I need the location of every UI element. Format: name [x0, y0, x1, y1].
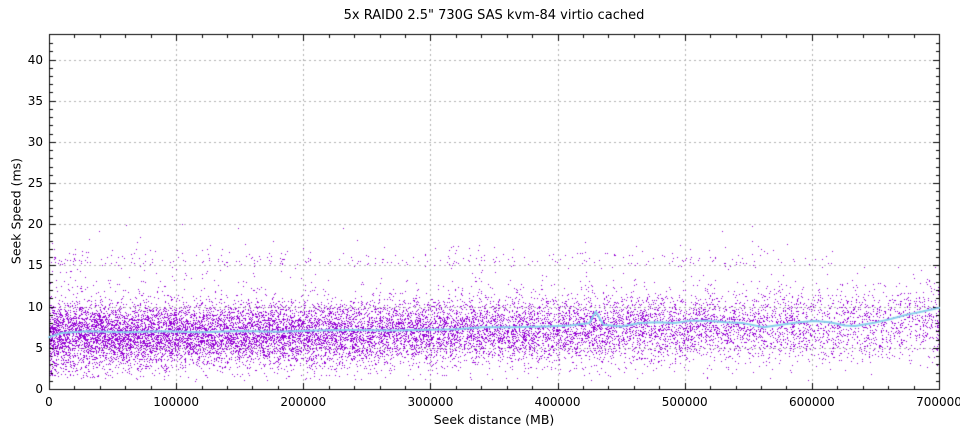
y-tick-label: 10	[27, 299, 43, 314]
y-tick-label: 5	[35, 340, 43, 355]
x-tick-label: 500000	[661, 395, 708, 409]
x-axis-title: Seek distance (MB)	[433, 412, 555, 427]
y-tick-label: 20	[27, 217, 43, 232]
x-tick-label: 300000	[407, 395, 454, 409]
y-tick-label: 0	[35, 382, 43, 396]
x-tick-label: 100000	[153, 395, 200, 409]
chart-title: 5x RAID0 2.5" 730G SAS kvm-84 virtio cac…	[343, 8, 645, 23]
y-tick-label: 25	[27, 176, 43, 191]
x-tick-label: 0	[45, 395, 53, 409]
x-tick-label: 400000	[534, 395, 581, 409]
x-tick-label: 200000	[280, 395, 327, 409]
y-tick-label: 40	[27, 52, 43, 67]
x-tick-label: 700000	[916, 395, 960, 409]
y-tick-label: 30	[27, 134, 43, 149]
y-axis-title: Seek Speed (ms)	[8, 157, 24, 265]
y-tick-label: 15	[27, 258, 43, 273]
x-tick-label: 600000	[788, 395, 835, 409]
y-tick-label: 35	[27, 93, 43, 108]
